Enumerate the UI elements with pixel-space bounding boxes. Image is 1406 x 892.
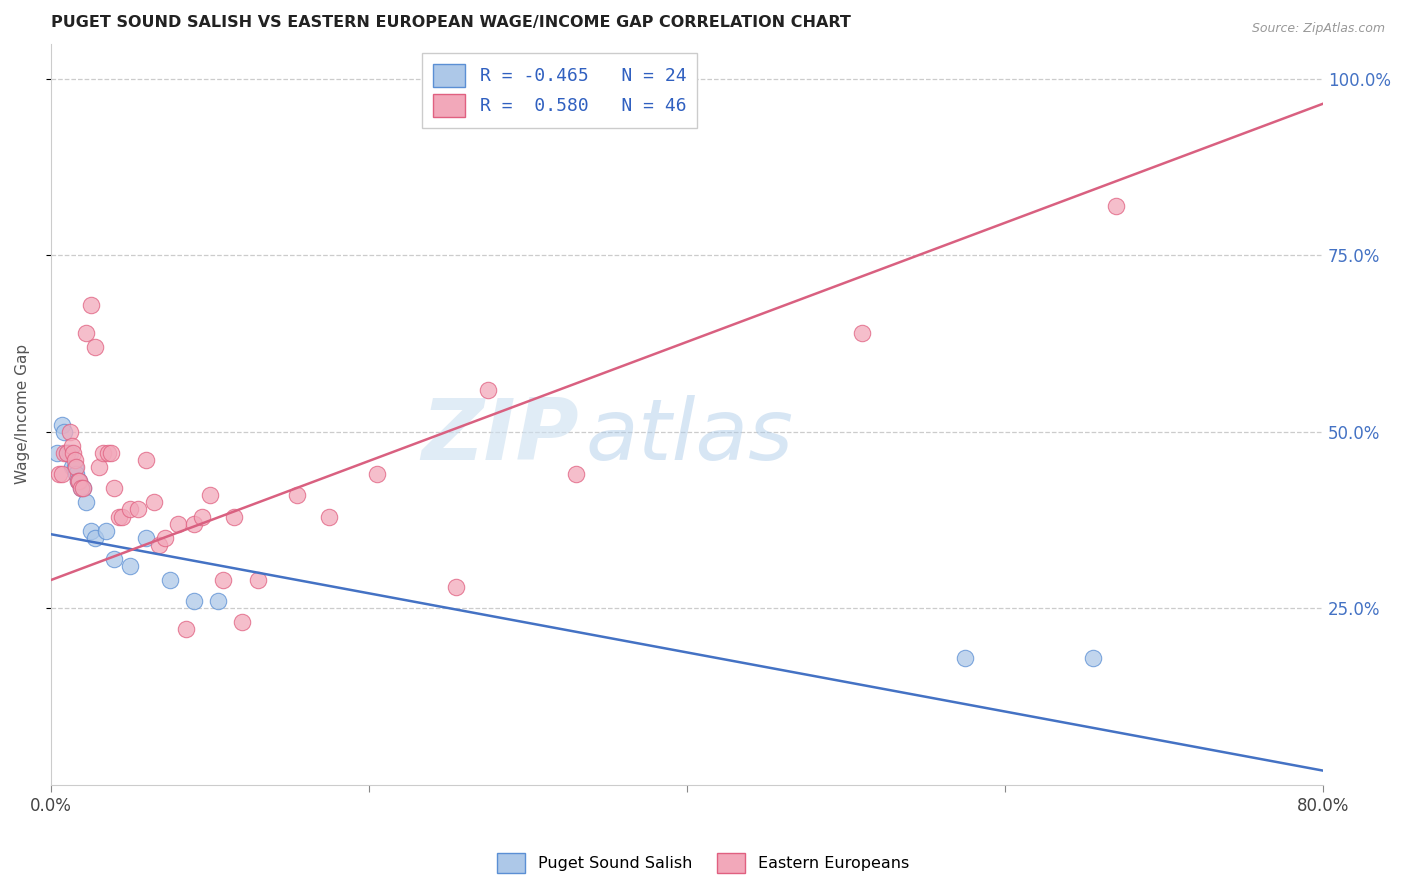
- Point: [135, 531, 157, 545]
- Point: [65, 467, 87, 482]
- Point: [135, 453, 157, 467]
- Point: [155, 531, 177, 545]
- Point: [120, 502, 142, 516]
- Point: [52, 425, 75, 439]
- Point: [51, 417, 73, 432]
- Text: atlas: atlas: [585, 395, 793, 478]
- Point: [75, 495, 97, 509]
- Point: [60, 460, 83, 475]
- Point: [183, 516, 205, 531]
- Point: [84, 531, 107, 545]
- Point: [66, 475, 89, 489]
- Point: [60, 439, 83, 453]
- Point: [159, 573, 181, 587]
- Point: [79, 524, 101, 538]
- Legend: Puget Sound Salish, Eastern Europeans: Puget Sound Salish, Eastern Europeans: [491, 847, 915, 880]
- Point: [46, 446, 69, 460]
- Point: [148, 538, 170, 552]
- Point: [69, 475, 91, 489]
- Point: [143, 495, 166, 509]
- Point: [70, 481, 93, 495]
- Point: [55, 446, 77, 460]
- Point: [955, 650, 977, 665]
- Point: [87, 460, 110, 475]
- Point: [91, 446, 114, 460]
- Point: [97, 446, 120, 460]
- Point: [48, 467, 70, 482]
- Text: Source: ZipAtlas.com: Source: ZipAtlas.com: [1251, 22, 1385, 36]
- Point: [100, 446, 122, 460]
- Point: [75, 326, 97, 340]
- Point: [59, 425, 82, 439]
- Y-axis label: Wage/Income Gap: Wage/Income Gap: [15, 344, 30, 484]
- Point: [191, 509, 214, 524]
- Point: [72, 481, 94, 495]
- Point: [120, 558, 142, 573]
- Point: [63, 453, 86, 467]
- Point: [366, 467, 388, 482]
- Point: [446, 580, 468, 594]
- Point: [167, 516, 190, 531]
- Legend: R = -0.465   N = 24, R =  0.580   N = 46: R = -0.465 N = 24, R = 0.580 N = 46: [422, 53, 697, 128]
- Point: [79, 298, 101, 312]
- Point: [65, 460, 87, 475]
- Text: ZIP: ZIP: [422, 395, 579, 478]
- Point: [222, 509, 245, 524]
- Point: [62, 446, 84, 460]
- Point: [231, 615, 253, 630]
- Point: [96, 524, 118, 538]
- Point: [174, 623, 197, 637]
- Point: [564, 467, 586, 482]
- Point: [70, 481, 93, 495]
- Point: [211, 573, 233, 587]
- Point: [84, 340, 107, 354]
- Point: [246, 573, 269, 587]
- Point: [103, 481, 125, 495]
- Point: [59, 446, 82, 460]
- Point: [66, 475, 89, 489]
- Point: [851, 326, 873, 340]
- Point: [285, 488, 308, 502]
- Text: PUGET SOUND SALISH VS EASTERN EUROPEAN WAGE/INCOME GAP CORRELATION CHART: PUGET SOUND SALISH VS EASTERN EUROPEAN W…: [51, 15, 851, 30]
- Point: [55, 446, 77, 460]
- Point: [108, 509, 131, 524]
- Point: [103, 552, 125, 566]
- Point: [127, 502, 149, 516]
- Point: [111, 509, 134, 524]
- Point: [1105, 199, 1128, 213]
- Point: [477, 383, 499, 397]
- Point: [51, 467, 73, 482]
- Point: [198, 488, 221, 502]
- Point: [52, 446, 75, 460]
- Point: [72, 481, 94, 495]
- Point: [318, 509, 340, 524]
- Point: [63, 460, 86, 475]
- Point: [207, 594, 229, 608]
- Point: [1081, 650, 1104, 665]
- Point: [183, 594, 205, 608]
- Point: [69, 475, 91, 489]
